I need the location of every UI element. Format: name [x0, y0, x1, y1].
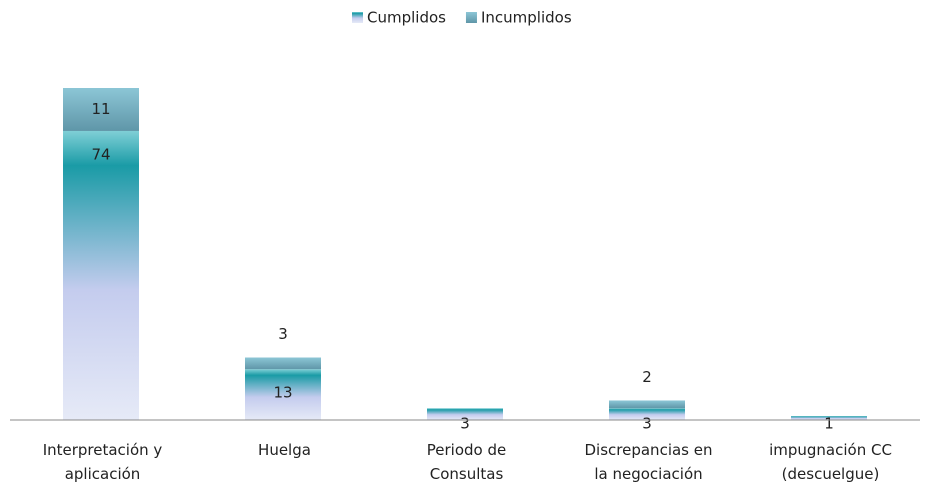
bar-segment: [609, 408, 685, 420]
x-tick-label: impugnación CC (descuelgue): [769, 441, 892, 483]
x-tick-label: Periodo de Consultas: [426, 441, 507, 483]
x-tick-label: Interpretación y aplicación: [42, 441, 163, 483]
bar-segment: [63, 130, 139, 420]
bar-segment: [245, 369, 321, 420]
data-label: 3: [460, 415, 470, 433]
legend-swatch: [352, 12, 363, 23]
legend-swatch: [465, 12, 477, 23]
bar-segment: [427, 408, 503, 420]
data-label: 11: [91, 100, 110, 118]
data-label: 74: [91, 145, 110, 163]
data-label: 3: [278, 325, 288, 343]
bar-segment: [609, 400, 685, 409]
x-tick-label: Huelga: [258, 441, 311, 459]
bar-segment: [245, 357, 321, 370]
bar-segment: [791, 416, 867, 420]
legend-label: Incumplidos: [481, 9, 572, 27]
x-tick-label: Discrepancias en la negociación: [584, 441, 713, 483]
data-label: 13: [273, 384, 292, 402]
legend-label: Cumplidos: [367, 9, 446, 27]
data-label: 2: [642, 368, 652, 386]
data-label: 3: [642, 415, 652, 433]
bar-segment: [63, 88, 139, 131]
data-label: 1: [824, 415, 834, 433]
